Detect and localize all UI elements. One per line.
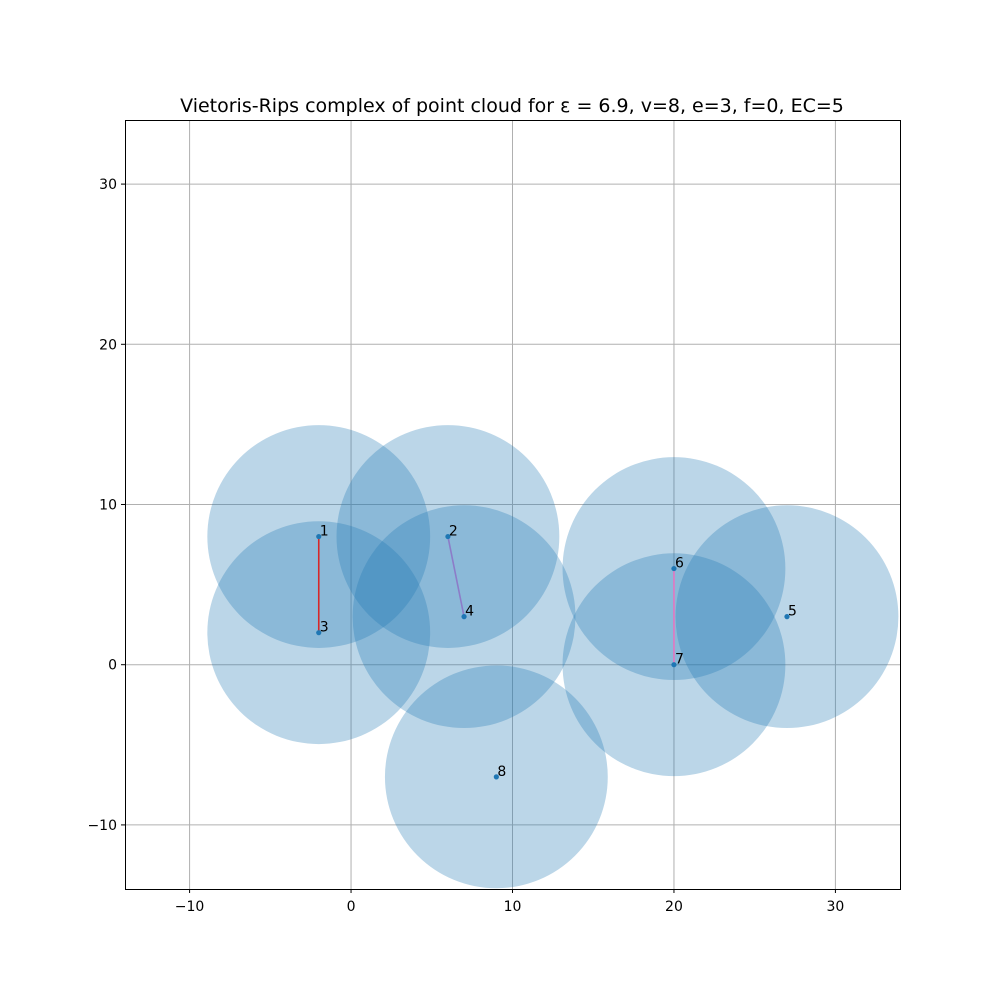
data-points	[316, 533, 790, 780]
point-label: 6	[675, 556, 684, 572]
data-point	[671, 662, 677, 668]
point-label: 3	[320, 620, 329, 636]
point-label: 4	[465, 604, 474, 620]
data-point	[784, 614, 790, 620]
data-point	[461, 614, 467, 620]
point-label: 2	[449, 524, 458, 540]
epsilon-balls	[207, 425, 899, 889]
point-label: 5	[788, 604, 797, 620]
complex-edge	[447, 536, 465, 617]
point-label: 7	[675, 652, 684, 668]
y-axis-ticks: −10 0 10 20 30	[87, 177, 125, 834]
y-tick-label: −10	[87, 818, 117, 834]
point-label: 1	[320, 524, 329, 540]
y-tick-label: 0	[108, 658, 117, 674]
x-tick-label: 0	[347, 899, 356, 915]
x-tick-label: −10	[175, 899, 205, 915]
data-point	[445, 533, 451, 540]
point-label: 8	[497, 764, 506, 780]
y-tick-label: 20	[99, 337, 117, 353]
complex-edges	[317, 536, 675, 665]
data-point	[671, 565, 677, 572]
data-point	[316, 533, 322, 540]
point-labels: 1 2 3 4 5 6 7 8	[320, 524, 797, 780]
y-tick-label: 30	[99, 177, 117, 193]
data-point	[493, 774, 499, 780]
data-point	[316, 630, 322, 636]
chart-title: Vietoris-Rips complex of point cloud for…	[180, 95, 844, 117]
x-tick-label: 30	[827, 899, 845, 915]
y-tick-label: 10	[99, 498, 117, 514]
grid-lines	[125, 120, 900, 889]
x-tick-label: 20	[665, 899, 683, 915]
x-axis-ticks: −10 0 10 20 30	[175, 889, 845, 915]
x-tick-label: 10	[504, 899, 522, 915]
